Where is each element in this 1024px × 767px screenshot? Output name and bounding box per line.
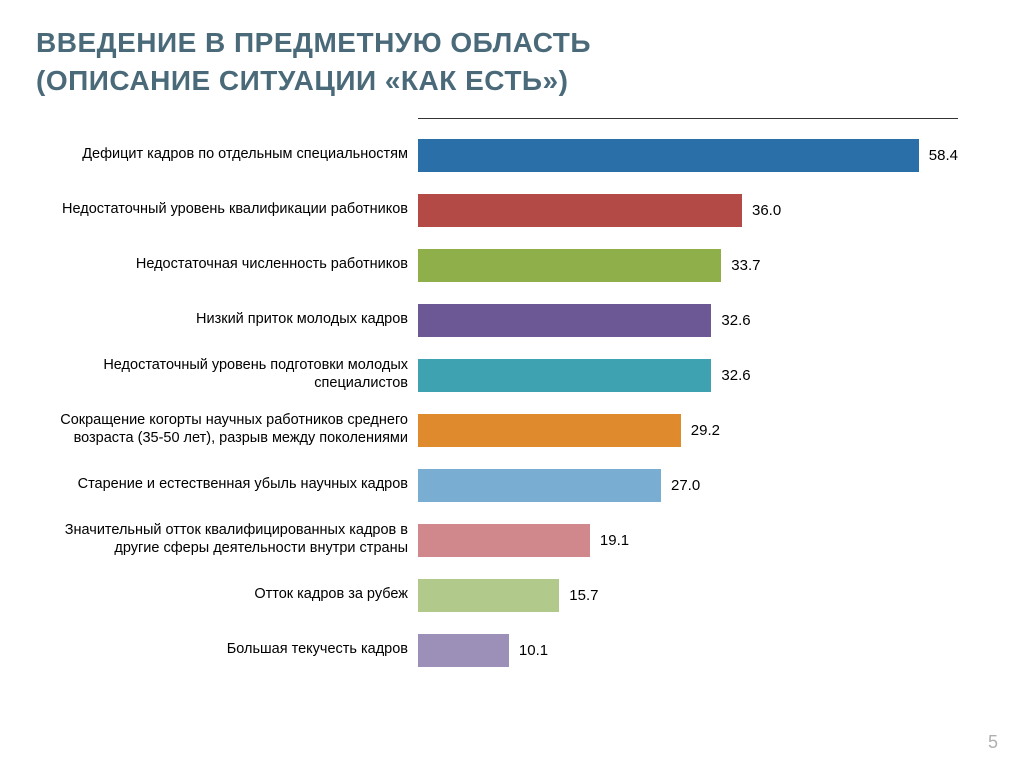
bar [418, 524, 590, 557]
bar-column: 32.6 [418, 348, 958, 403]
bar-chart: Дефицит кадров по отдельным специальност… [60, 128, 964, 678]
bar-column: 29.2 [418, 403, 958, 458]
row-label: Сокращение когорты научных работников ср… [60, 412, 418, 447]
bar-column: 33.7 [418, 238, 958, 293]
bar [418, 579, 559, 612]
bar [418, 304, 711, 337]
bar-column: 15.7 [418, 568, 958, 623]
chart-rows: Дефицит кадров по отдельным специальност… [60, 128, 964, 678]
bar-column: 36.0 [418, 183, 958, 238]
value-label: 33.7 [731, 257, 760, 274]
table-row: Отток кадров за рубеж 15.7 [60, 568, 964, 623]
table-row: Значительный отток квалифицированных кад… [60, 513, 964, 568]
bar-column: 27.0 [418, 458, 958, 513]
value-label: 32.6 [721, 312, 750, 329]
bar-column: 19.1 [418, 513, 958, 568]
value-label: 19.1 [600, 532, 629, 549]
table-row: Старение и естественная убыль научных ка… [60, 458, 964, 513]
table-row: Недостаточный уровень подготовки молодых… [60, 348, 964, 403]
bar [418, 359, 711, 392]
chart-top-rule [418, 118, 958, 119]
bar [418, 634, 509, 667]
page-number: 5 [988, 732, 998, 753]
bar-column: 32.6 [418, 293, 958, 348]
row-label: Низкий приток молодых кадров [60, 311, 418, 329]
row-label: Недостаточный уровень квалификации работ… [60, 201, 418, 219]
bar [418, 414, 681, 447]
table-row: Сокращение когорты научных работников ср… [60, 403, 964, 458]
bar [418, 249, 721, 282]
table-row: Дефицит кадров по отдельным специальност… [60, 128, 964, 183]
value-label: 29.2 [691, 422, 720, 439]
value-label: 32.6 [721, 367, 750, 384]
row-label: Дефицит кадров по отдельным специальност… [60, 146, 418, 164]
row-label: Недостаточная численность работников [60, 256, 418, 274]
value-label: 10.1 [519, 642, 548, 659]
table-row: Большая текучесть кадров 10.1 [60, 623, 964, 678]
bar [418, 139, 919, 172]
value-label: 58.4 [929, 147, 958, 164]
row-label: Недостаточный уровень подготовки молодых… [60, 357, 418, 392]
bar [418, 469, 661, 502]
table-row: Низкий приток молодых кадров 32.6 [60, 293, 964, 348]
row-label: Большая текучесть кадров [60, 641, 418, 659]
value-label: 27.0 [671, 477, 700, 494]
slide: ВВЕДЕНИЕ В ПРЕДМЕТНУЮ ОБЛАСТЬ (ОПИСАНИЕ … [0, 0, 1024, 767]
bar [418, 194, 742, 227]
row-label: Значительный отток квалифицированных кад… [60, 522, 418, 557]
title-line-2: (ОПИСАНИЕ СИТУАЦИИ «КАК ЕСТЬ») [36, 65, 568, 96]
row-label: Отток кадров за рубеж [60, 586, 418, 604]
table-row: Недостаточная численность работников 33.7 [60, 238, 964, 293]
value-label: 15.7 [569, 587, 598, 604]
page-title: ВВЕДЕНИЕ В ПРЕДМЕТНУЮ ОБЛАСТЬ (ОПИСАНИЕ … [36, 24, 994, 100]
title-line-1: ВВЕДЕНИЕ В ПРЕДМЕТНУЮ ОБЛАСТЬ [36, 27, 591, 58]
bar-column: 10.1 [418, 623, 958, 678]
value-label: 36.0 [752, 202, 781, 219]
row-label: Старение и естественная убыль научных ка… [60, 476, 418, 494]
bar-column: 58.4 [418, 128, 958, 183]
table-row: Недостаточный уровень квалификации работ… [60, 183, 964, 238]
